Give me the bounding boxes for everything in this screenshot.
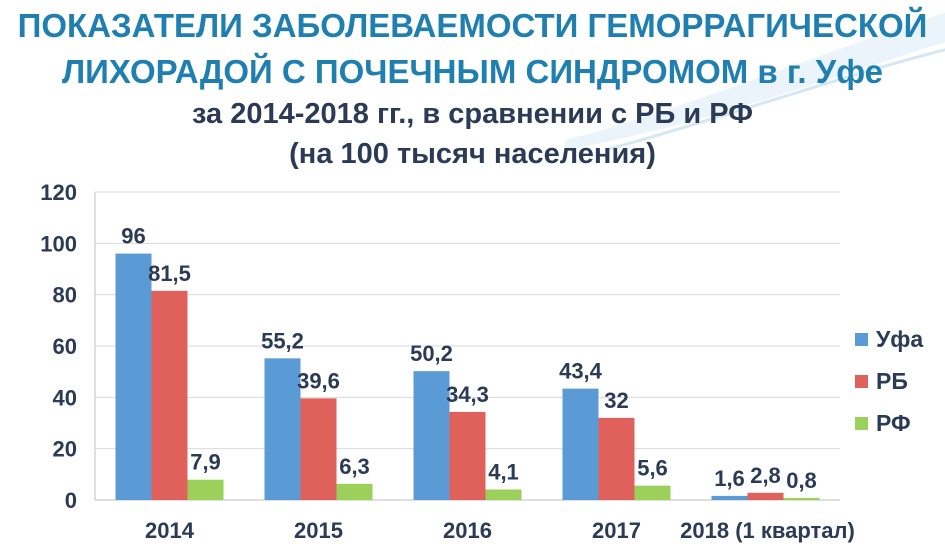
bar [413, 371, 450, 500]
title-block: ПОКАЗАТЕЛИ ЗАБОЛЕВАЕМОСТИ ГЕМОРРАГИЧЕСКО… [0, 0, 945, 172]
legend-swatch [855, 416, 868, 430]
bar [634, 485, 671, 500]
legend-label: РФ [876, 409, 911, 436]
bar [187, 479, 224, 500]
data-label: 5,6 [637, 456, 668, 481]
bar [783, 497, 820, 500]
decorative-swoosh [565, 12, 945, 150]
y-tick-label: 120 [40, 180, 77, 205]
bar [562, 388, 599, 500]
title-line-1: ПОКАЗАТЕЛИ ЗАБОЛЕВАЕМОСТИ ГЕМОРРАГИЧЕСКО… [17, 7, 928, 44]
data-label: 6,3 [339, 454, 370, 479]
legend-swatch [855, 332, 868, 346]
x-category-label: 2017 [592, 518, 641, 543]
legend-item: Уфа [855, 318, 923, 360]
x-category-label: 2018 (1 квартал) [680, 518, 855, 543]
x-category-label: 2015 [294, 518, 343, 543]
legend-item: РФ [855, 402, 923, 444]
data-label: 34,3 [446, 382, 489, 407]
y-tick-label: 80 [53, 283, 77, 308]
data-label: 81,5 [148, 261, 191, 286]
bar [336, 483, 373, 500]
title-line-4: (на 100 тысяч населения) [289, 138, 656, 170]
data-label: 50,2 [410, 341, 453, 366]
data-label: 55,2 [261, 328, 304, 353]
bar [747, 492, 784, 500]
y-tick-label: 40 [53, 385, 77, 410]
x-category-label: 2014 [145, 518, 195, 543]
data-label: 0,8 [786, 468, 817, 493]
data-label: 32 [604, 388, 628, 413]
bar [598, 417, 635, 500]
bar [115, 253, 152, 500]
data-label: 96 [121, 224, 145, 249]
bar [264, 358, 301, 500]
chart-legend: Уфа РБ РФ [855, 318, 923, 444]
title-line-2: ЛИХОРАДОЙ С ПОЧЕЧНЫМ СИНДРОМОМ в г. Уфе [61, 53, 883, 90]
data-label: 7,9 [190, 450, 221, 475]
bar [300, 398, 337, 500]
data-label: 2,8 [750, 463, 781, 488]
x-category-label: 2016 [443, 518, 492, 543]
data-label: 39,6 [297, 368, 340, 393]
y-tick-label: 100 [40, 231, 77, 256]
bar [485, 489, 522, 500]
bar [151, 290, 188, 500]
legend-swatch [855, 374, 868, 388]
bar [449, 411, 486, 500]
legend-label: Уфа [876, 325, 924, 352]
y-tick-label: 20 [53, 437, 77, 462]
bar [711, 495, 748, 500]
title-line-3: за 2014-2018 гг., в сравнении с РБ и РФ [192, 98, 753, 130]
data-label: 1,6 [714, 466, 745, 491]
data-label: 43,4 [559, 359, 603, 384]
y-tick-label: 0 [65, 488, 77, 513]
legend-label: РБ [876, 367, 908, 394]
data-label: 4,1 [488, 459, 519, 484]
y-tick-label: 60 [53, 334, 77, 359]
legend-item: РБ [855, 360, 923, 402]
